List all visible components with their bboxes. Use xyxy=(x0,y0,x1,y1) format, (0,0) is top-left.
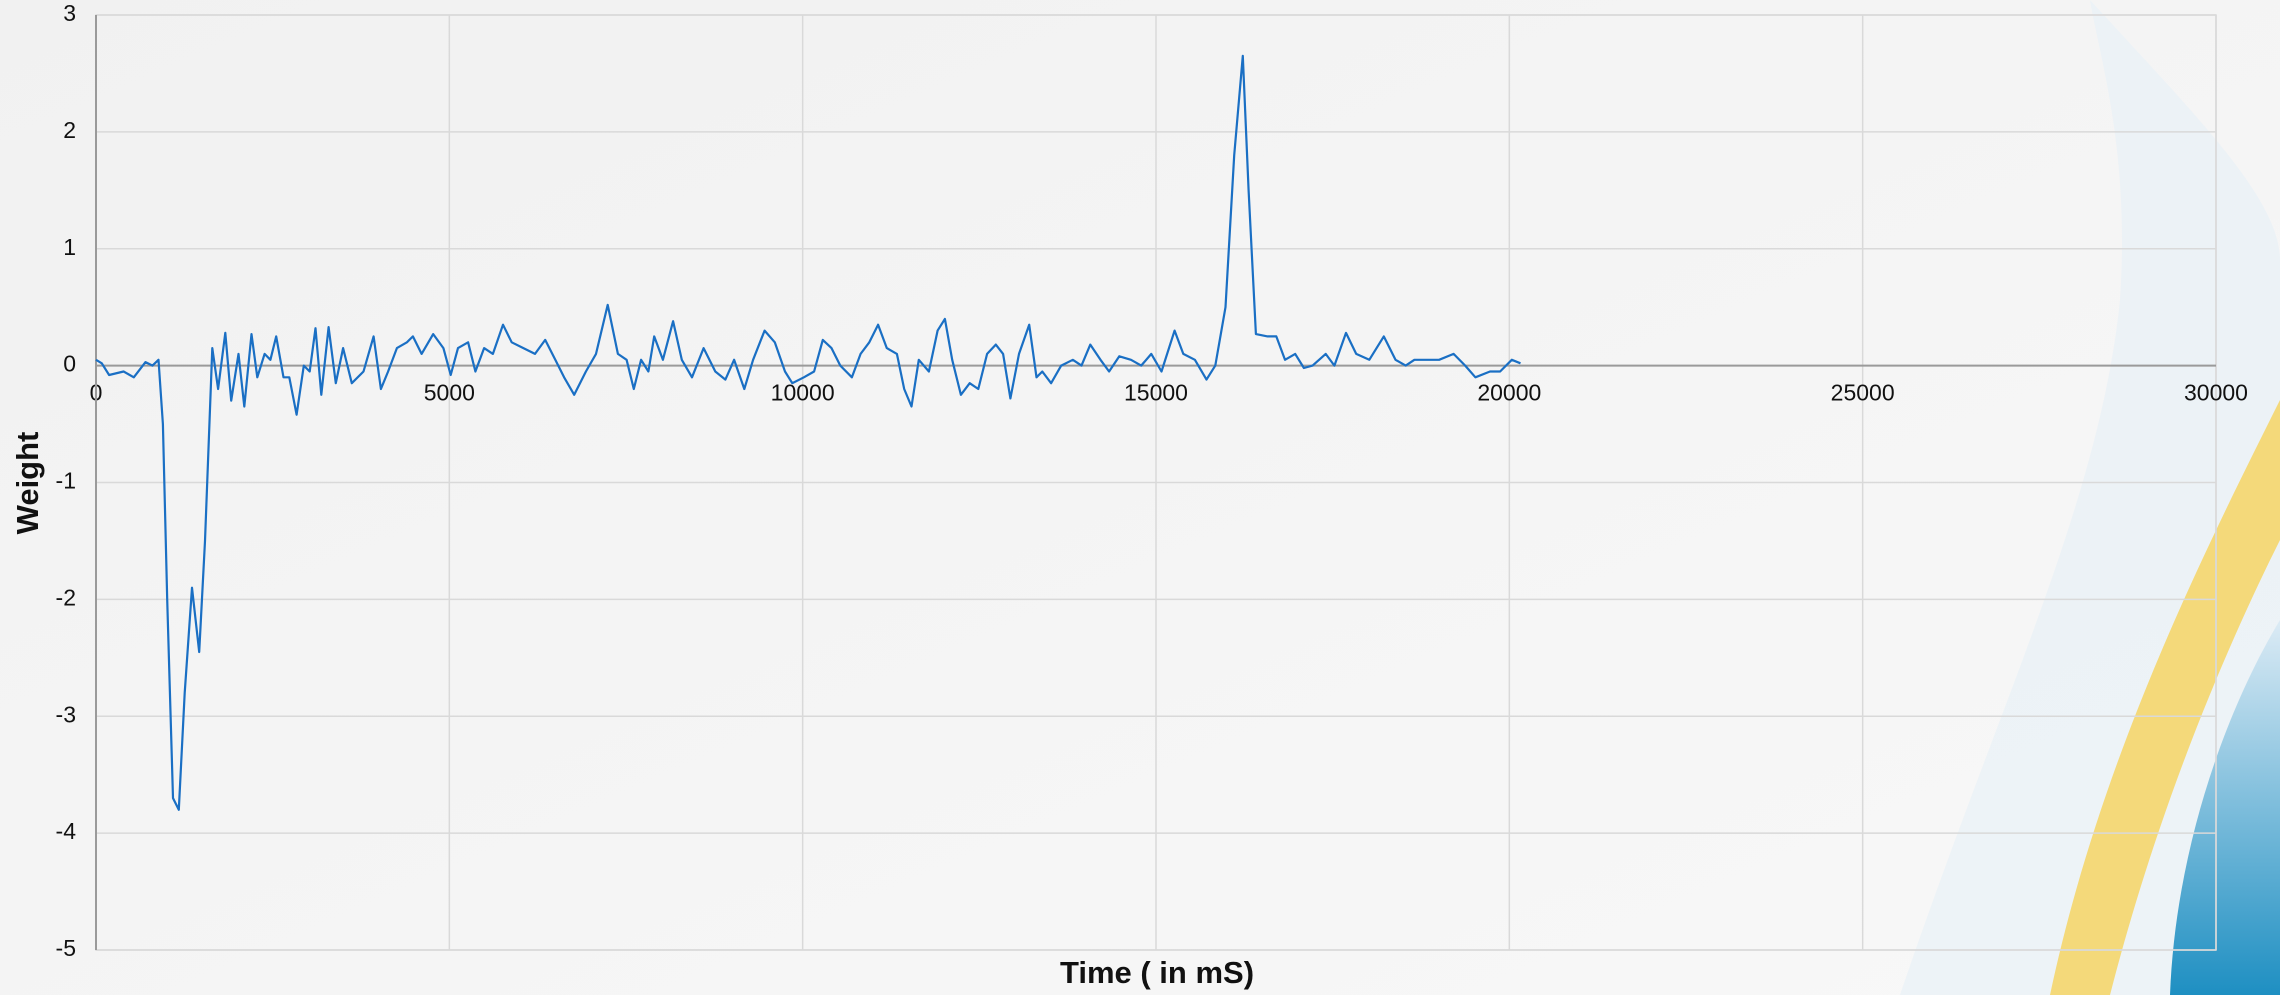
decoration xyxy=(2050,400,2280,995)
x-tick-label: 20000 xyxy=(1477,380,1541,406)
y-axis-title: Weight xyxy=(10,432,45,535)
y-tick-label: 0 xyxy=(63,351,76,377)
x-tick-label: 5000 xyxy=(424,380,475,406)
x-tick-label: 25000 xyxy=(1831,380,1895,406)
y-tick-label: -2 xyxy=(56,584,76,610)
y-tick-label: -3 xyxy=(56,701,76,727)
y-tick-label: -5 xyxy=(56,935,76,961)
x-axis-title: Time ( in mS) xyxy=(1060,955,1254,990)
plot-area: -5-4-3-2-1012305000100001500020000250003… xyxy=(56,0,2248,961)
data-line xyxy=(95,54,1521,811)
x-tick-label: 15000 xyxy=(1124,380,1188,406)
decoration xyxy=(2170,620,2280,995)
x-tick-label: 30000 xyxy=(2184,380,2248,406)
y-tick-label: -1 xyxy=(56,468,76,494)
y-tick-label: -4 xyxy=(56,818,77,844)
y-tick-label: 1 xyxy=(63,234,76,260)
x-tick-label: 10000 xyxy=(771,380,835,406)
y-tick-label: 2 xyxy=(63,117,76,143)
y-tick-label: 3 xyxy=(63,0,76,26)
